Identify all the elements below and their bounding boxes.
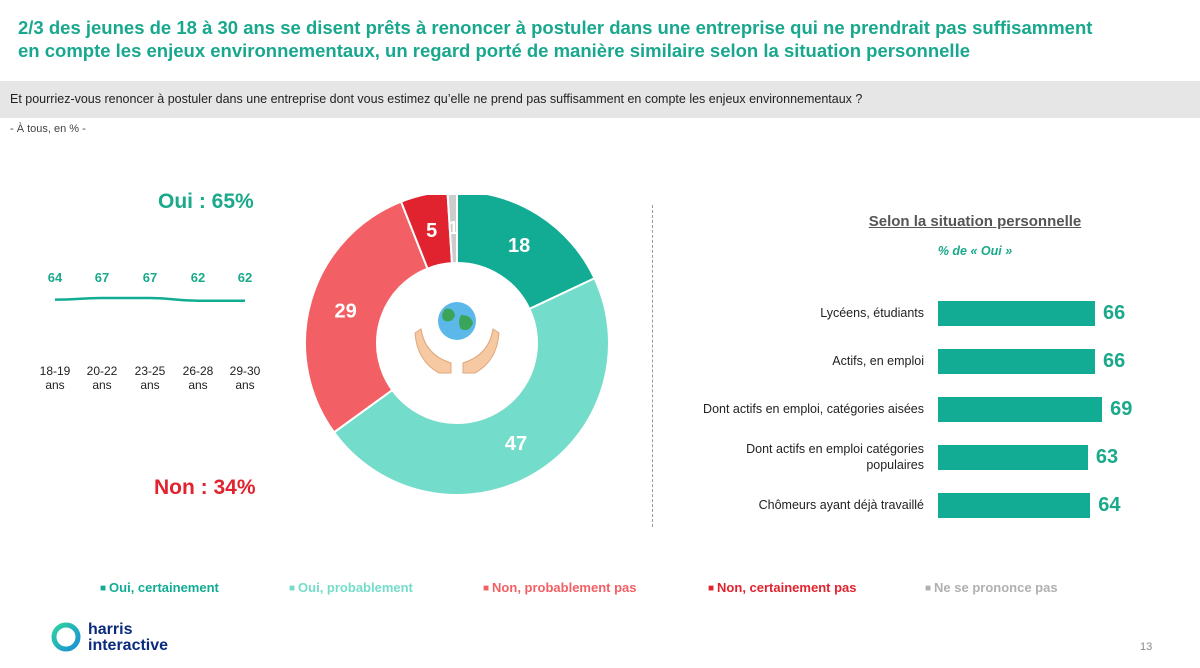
legend-label: Oui, probablement	[298, 580, 413, 595]
legend-label: Non, certainement pas	[717, 580, 857, 595]
situation-bar-label: Dont actifs en emploi, catégories aisées	[703, 402, 924, 416]
legend-item-oui-certainement: ■ Oui, certainement	[100, 580, 219, 595]
situation-bar	[938, 301, 1095, 326]
page-number: 13	[1140, 641, 1153, 653]
harris-logo-icon	[51, 622, 81, 652]
non-total: Non : 34%	[154, 476, 256, 499]
title-line-1: 2/3 des jeunes de 18 à 30 ans se disent …	[18, 17, 1093, 38]
logo-line-2: interactive	[88, 637, 169, 654]
harris-logo-text: harris interactive	[88, 622, 168, 654]
bar-chart-title-text: Selon la situation personnelle	[868, 213, 1082, 230]
donut-label-non-certainement-pas: 5	[426, 220, 437, 242]
donut-chart: 18 47 29 5 1	[304, 195, 610, 495]
survey-base: - À tous, en % -	[10, 123, 86, 135]
legend-label: Ne se prononce pas	[934, 580, 1058, 595]
donut-label-non-probablement-pas: 29	[334, 301, 356, 323]
age-trend-line-svg	[54, 296, 245, 302]
situation-bar-label: Actifs, en emploi	[832, 354, 924, 368]
question-banner	[0, 81, 1200, 118]
survey-question: Et pourriez-vous renoncer à postuler dan…	[10, 92, 863, 106]
legend-swatch-icon: ■	[100, 583, 107, 594]
dashed-divider	[652, 205, 653, 527]
situation-bar-label: Lycéens, étudiants	[820, 306, 924, 320]
legend-item-ne-se-prononce-pas: ■ Ne se prononce pas	[925, 580, 1058, 595]
age-category-label: 20-22 ans	[86, 364, 118, 392]
age-value-1: 67	[94, 270, 110, 285]
donut-label-ne-se-prononce-pas: 1	[448, 218, 458, 238]
situation-bar-value: 69	[1110, 398, 1133, 420]
situation-bar-value: 63	[1095, 446, 1119, 468]
earth-in-hands-icon	[414, 302, 500, 374]
situation-bar	[938, 349, 1095, 374]
donut-slice-ne-se-prononce-pas	[446, 195, 458, 265]
title-line-2: en compte les enjeux environnementaux, u…	[18, 40, 971, 61]
donut-slice-oui-probablement	[332, 276, 610, 495]
legend-swatch-icon: ■	[483, 583, 490, 594]
situation-bar-label: Dont actifs en emploi catégories populair…	[746, 442, 924, 472]
page-title: 2/3 des jeunes de 18 à 30 ans se disent …	[18, 16, 1188, 62]
age-value-3: 62	[190, 270, 206, 285]
age-category-label: 23-25 ans	[134, 364, 166, 392]
situation-bar	[938, 397, 1103, 422]
age-value-0: 64	[47, 270, 63, 285]
bar-chart-title: Selon la situation personnelle	[800, 213, 1150, 230]
age-category-label: 26-28 ans	[182, 364, 214, 392]
donut-label-oui-probablement: 47	[505, 433, 527, 455]
age-value-2: 67	[142, 270, 158, 285]
legend-swatch-icon: ■	[708, 583, 715, 594]
oui-total: Oui : 65%	[158, 190, 254, 213]
donut-slice-non-probablement-pas	[304, 200, 429, 434]
legend-item-oui-probablement: ■ Oui, probablement	[289, 580, 413, 595]
situation-bar-value: 66	[1103, 302, 1126, 324]
legend-swatch-icon: ■	[289, 583, 296, 594]
age-category-label: 29-30 ans	[229, 364, 261, 392]
situation-bar	[938, 493, 1091, 518]
legend-item-non-probablement-pas: ■ Non, probablement pas	[483, 580, 637, 595]
situation-bar-value: 66	[1103, 350, 1126, 372]
situation-bar	[938, 445, 1088, 470]
age-category-label: 18-19 ans	[39, 364, 71, 392]
situation-bar-value: 64	[1098, 494, 1121, 516]
age-value-4: 62	[237, 270, 253, 285]
situation-bar-label: Chômeurs ayant déjà travaillé	[758, 498, 924, 512]
donut-label-oui-certainement: 18	[508, 235, 530, 257]
legend-item-non-certainement-pas: ■ Non, certainement pas	[708, 580, 856, 595]
legend-swatch-icon: ■	[925, 583, 932, 594]
legend-label: Non, probablement pas	[492, 580, 637, 595]
logo-line-1: harris	[88, 621, 133, 638]
legend-label: Oui, certainement	[109, 580, 219, 595]
bar-chart-subtitle: % de « Oui »	[937, 244, 1013, 258]
age-trend-line	[54, 296, 245, 302]
